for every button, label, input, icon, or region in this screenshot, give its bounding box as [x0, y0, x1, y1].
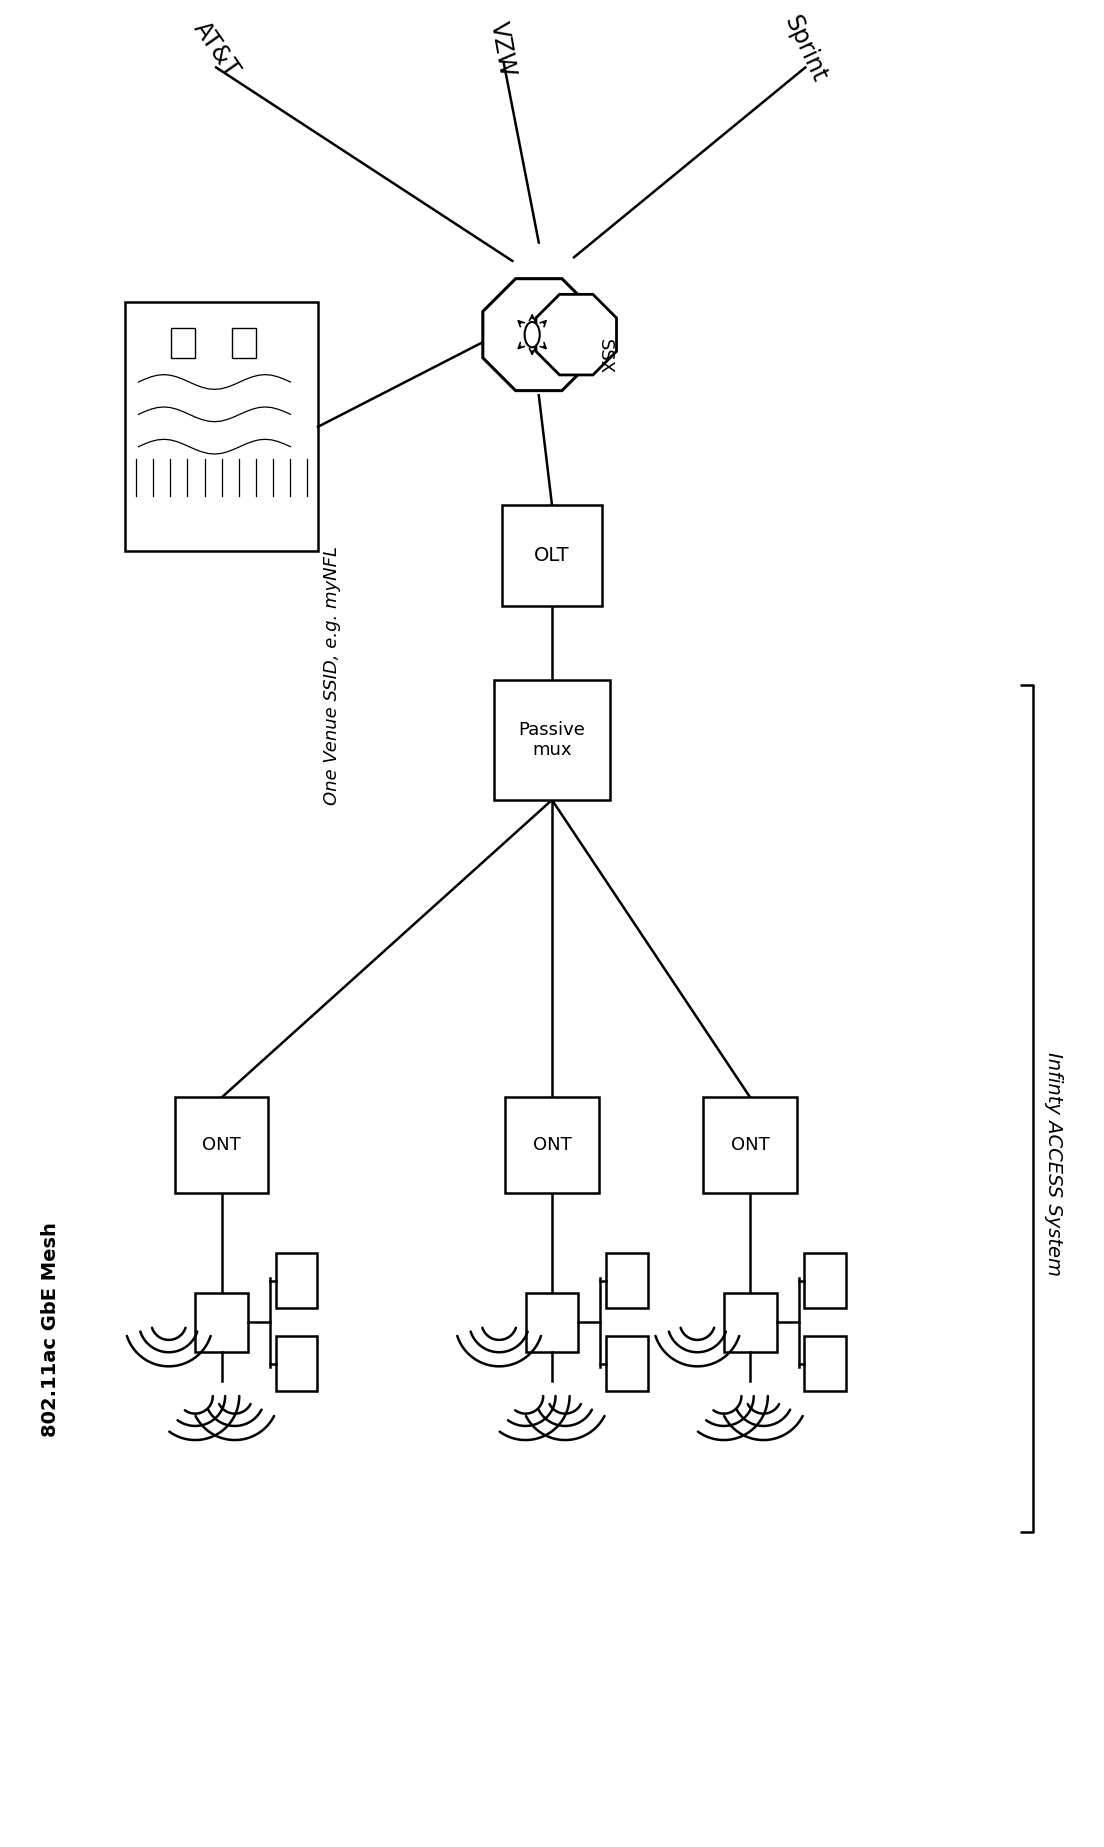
Text: One Venue SSID, e.g. myNFL: One Venue SSID, e.g. myNFL: [322, 547, 341, 805]
Bar: [125, 303, 318, 550]
Polygon shape: [535, 294, 616, 375]
Bar: [804, 1335, 846, 1391]
Text: ONT: ONT: [731, 1136, 769, 1154]
Bar: [703, 1097, 797, 1193]
Bar: [804, 1254, 846, 1308]
Bar: [171, 329, 195, 358]
Bar: [724, 1293, 776, 1352]
Bar: [232, 329, 256, 358]
Text: OLT: OLT: [534, 547, 570, 565]
Text: Sprint: Sprint: [779, 11, 831, 87]
Bar: [606, 1335, 648, 1391]
Polygon shape: [482, 279, 595, 390]
Circle shape: [524, 321, 540, 347]
Bar: [195, 1293, 248, 1352]
Bar: [526, 1293, 578, 1352]
Text: 802.11ac GbE Mesh: 802.11ac GbE Mesh: [42, 1223, 61, 1437]
Text: Passive
mux: Passive mux: [519, 720, 585, 759]
Bar: [606, 1254, 648, 1308]
Bar: [276, 1335, 318, 1391]
Text: ONT: ONT: [202, 1136, 241, 1154]
Text: AT&T: AT&T: [189, 17, 244, 81]
Bar: [276, 1254, 318, 1308]
Text: SSX: SSX: [596, 340, 614, 375]
Bar: [506, 1097, 598, 1193]
Bar: [495, 680, 609, 800]
Text: VZW: VZW: [486, 20, 519, 79]
Text: Infinty ACCESS System: Infinty ACCESS System: [1043, 1051, 1062, 1276]
Text: ONT: ONT: [532, 1136, 572, 1154]
Bar: [502, 504, 602, 606]
Bar: [174, 1097, 268, 1193]
